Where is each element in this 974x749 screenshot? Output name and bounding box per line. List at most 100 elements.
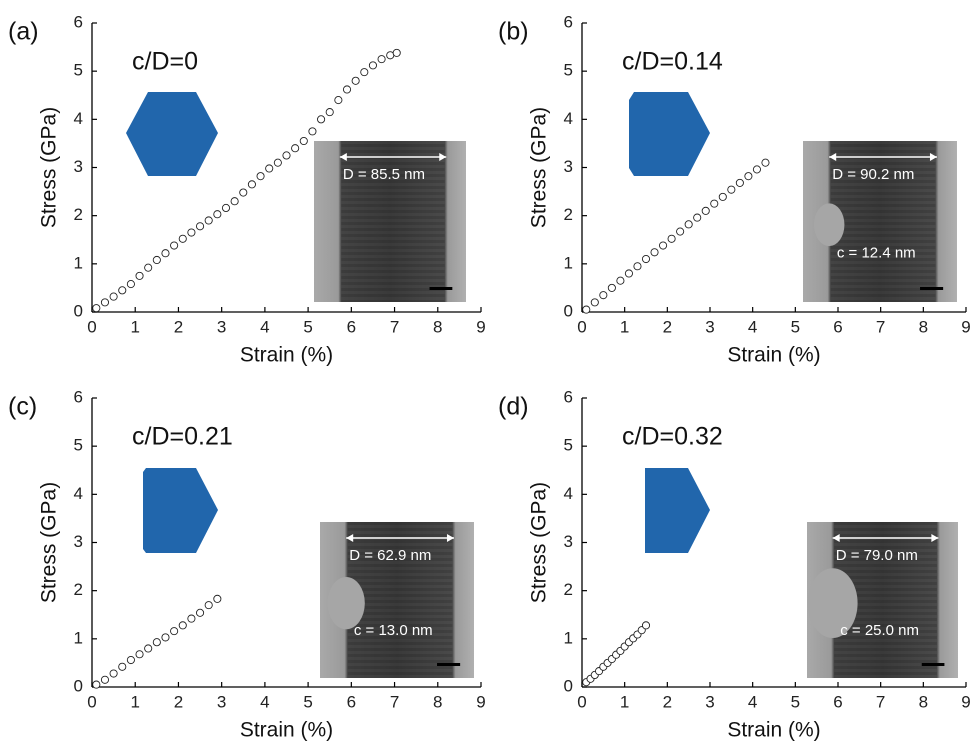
arrow-head bbox=[339, 153, 347, 161]
annotation: c/D=0.21 bbox=[132, 423, 233, 451]
data-point bbox=[718, 192, 727, 201]
x-tick-label: 0 bbox=[577, 317, 586, 336]
data-point bbox=[291, 144, 300, 153]
shape-d bbox=[645, 468, 710, 553]
x-tick-label: 8 bbox=[919, 317, 928, 336]
data-point bbox=[152, 255, 161, 265]
y-tick-label: 4 bbox=[564, 109, 573, 128]
x-tick-label: 0 bbox=[87, 692, 96, 711]
data-point bbox=[161, 249, 170, 258]
data-point bbox=[701, 206, 710, 215]
tem-stripes bbox=[341, 141, 445, 302]
y-tick-label: 5 bbox=[74, 436, 83, 455]
annotation: c/D=0.14 bbox=[622, 48, 723, 76]
diameter-label: D = 90.2 nm bbox=[832, 166, 914, 183]
data-point bbox=[247, 180, 256, 189]
tem-stripes bbox=[347, 522, 453, 678]
x-tick-label: 4 bbox=[260, 317, 269, 336]
y-tick-label: 2 bbox=[74, 580, 83, 599]
x-tick-label: 1 bbox=[620, 317, 629, 336]
data-point bbox=[178, 621, 187, 630]
x-tick-label: 6 bbox=[833, 317, 842, 336]
data-point bbox=[178, 234, 187, 243]
data-point bbox=[187, 228, 196, 237]
x-tick-label: 0 bbox=[577, 692, 586, 711]
x-tick-label: 5 bbox=[791, 317, 800, 336]
data-point bbox=[213, 594, 222, 603]
data-point bbox=[392, 48, 401, 57]
data-point bbox=[299, 136, 308, 146]
data-point bbox=[239, 188, 248, 197]
data-point bbox=[659, 241, 668, 250]
data-point bbox=[377, 55, 386, 64]
y-tick-label: 1 bbox=[74, 253, 83, 272]
data-point bbox=[641, 621, 651, 630]
x-tick-label: 7 bbox=[876, 317, 885, 336]
y-tick-label: 4 bbox=[74, 484, 83, 503]
data-point bbox=[92, 304, 101, 313]
data-point bbox=[109, 292, 118, 301]
data-point bbox=[118, 286, 127, 295]
data-point bbox=[351, 76, 360, 85]
x-tick-label: 1 bbox=[130, 692, 139, 711]
data-point bbox=[325, 108, 334, 117]
data-point bbox=[633, 262, 642, 271]
x-axis-label: Strain (%) bbox=[727, 344, 820, 367]
arrow-head bbox=[446, 534, 454, 542]
panel-label: (c) bbox=[8, 393, 37, 421]
data-point bbox=[213, 210, 222, 219]
data-point bbox=[368, 61, 377, 70]
x-tick-label: 3 bbox=[705, 692, 714, 711]
x-tick-label: 8 bbox=[433, 692, 442, 711]
x-tick-label: 4 bbox=[748, 692, 757, 711]
data-point bbox=[650, 248, 659, 257]
x-tick-label: 9 bbox=[476, 692, 485, 711]
x-tick-label: 6 bbox=[833, 692, 842, 711]
annotation: c/D=0 bbox=[132, 48, 198, 76]
y-tick-label: 1 bbox=[74, 628, 83, 647]
data-point bbox=[92, 680, 101, 689]
panel-label: (b) bbox=[498, 18, 529, 46]
x-tick-label: 9 bbox=[961, 692, 970, 711]
notch bbox=[807, 568, 858, 639]
y-tick-label: 5 bbox=[564, 61, 573, 80]
y-tick-label: 6 bbox=[564, 12, 573, 31]
data-point bbox=[100, 675, 110, 684]
scale-bar bbox=[921, 663, 945, 666]
data-point bbox=[100, 298, 110, 307]
y-tick-label: 5 bbox=[564, 436, 573, 455]
data-point bbox=[161, 633, 170, 642]
notch bbox=[813, 203, 845, 247]
x-tick-label: 4 bbox=[748, 317, 757, 336]
x-tick-label: 6 bbox=[347, 692, 356, 711]
y-tick-label: 2 bbox=[564, 205, 573, 224]
y-tick-label: 3 bbox=[564, 157, 573, 176]
y-tick-label: 3 bbox=[74, 157, 83, 176]
data-point bbox=[710, 199, 719, 208]
data-point bbox=[607, 283, 616, 292]
data-point bbox=[616, 276, 625, 285]
data-point bbox=[735, 178, 744, 187]
data-point bbox=[230, 197, 239, 206]
panel-label: (a) bbox=[8, 18, 39, 46]
data-point bbox=[641, 254, 651, 264]
x-tick-label: 9 bbox=[961, 317, 970, 336]
y-axis-label: Stress (GPa) bbox=[528, 482, 551, 603]
data-point bbox=[590, 298, 599, 307]
diameter-label: D = 62.9 nm bbox=[349, 547, 431, 564]
scale-bar bbox=[437, 663, 461, 666]
arrow-head bbox=[439, 153, 447, 161]
data-point bbox=[196, 608, 205, 617]
data-point bbox=[360, 68, 369, 77]
data-point bbox=[170, 627, 179, 636]
arrow-head bbox=[931, 534, 939, 542]
scale-bar bbox=[920, 287, 944, 290]
y-tick-label: 1 bbox=[564, 628, 573, 647]
data-point bbox=[126, 280, 135, 289]
y-tick-label: 6 bbox=[74, 387, 83, 406]
y-tick-label: 6 bbox=[74, 12, 83, 31]
shape-b bbox=[629, 92, 710, 176]
data-point bbox=[693, 213, 702, 222]
data-point bbox=[582, 305, 591, 314]
